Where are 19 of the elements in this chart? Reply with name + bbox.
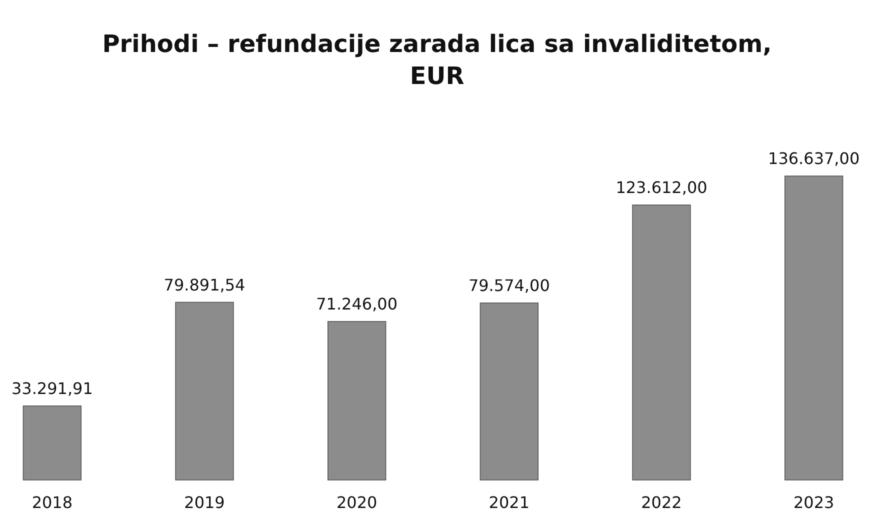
x-tick-label: 2023 [793,493,834,512]
data-label: 123.612,00 [616,178,708,197]
bar [327,321,386,480]
data-label: 136.637,00 [768,149,860,168]
data-label: 79.574,00 [468,276,550,295]
x-tick-label: 2021 [488,493,530,512]
bar [175,302,234,480]
bar [480,302,539,480]
data-label: 71.246,00 [316,294,398,314]
x-tick-label: 2018 [32,493,73,512]
bar [22,406,82,480]
bar [784,176,844,480]
x-tick-label: 2020 [336,493,378,512]
x-tick-label: 2022 [641,493,682,512]
bar [632,204,691,480]
chart-title: Prihodi – refundacije zarada lica sa invaliditetom, EUR [102,30,772,90]
x-tick-label: 2019 [184,493,225,512]
data-label: 79.891,54 [164,275,246,294]
data-label: 33.291,91 [11,378,93,398]
